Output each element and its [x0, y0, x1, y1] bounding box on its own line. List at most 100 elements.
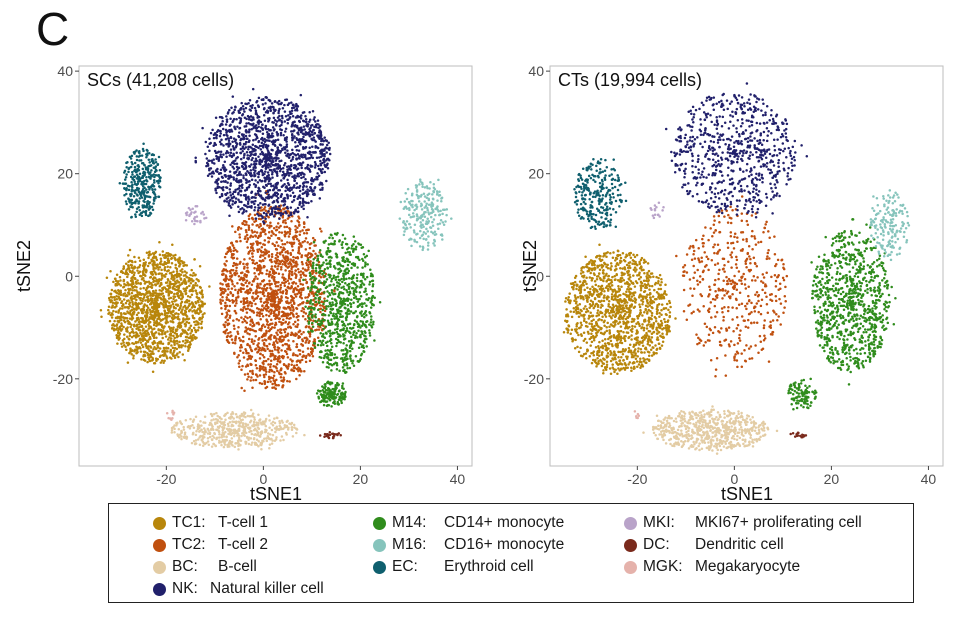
cell-point — [314, 150, 317, 154]
cell-point — [274, 365, 277, 369]
cell-point — [284, 364, 288, 368]
cell-point — [299, 276, 303, 279]
cell-point — [290, 109, 294, 113]
cell-point — [257, 139, 261, 143]
cell-point — [256, 209, 260, 212]
cell-point — [262, 307, 266, 310]
cell-point — [237, 325, 240, 329]
cell-point — [152, 279, 156, 282]
cell-point — [118, 315, 122, 319]
cell-point — [187, 279, 190, 283]
cell-point — [316, 146, 320, 150]
cell-point — [258, 312, 262, 315]
cell-point — [293, 120, 296, 124]
cell-point — [308, 152, 311, 155]
cell-point — [161, 254, 165, 257]
cell-point — [281, 254, 285, 257]
cell-point — [307, 292, 311, 296]
cell-point — [263, 248, 267, 251]
cell-point — [276, 207, 280, 210]
cell-point — [187, 317, 191, 320]
cell-point — [316, 164, 320, 168]
cell-point — [232, 152, 235, 156]
cell-point — [269, 182, 272, 186]
cell-point — [269, 221, 272, 224]
cell-point — [147, 345, 150, 348]
cell-point — [234, 105, 237, 108]
cell-point — [269, 302, 273, 306]
cell-point — [298, 157, 301, 160]
cell-point — [167, 325, 171, 329]
cell-point — [111, 304, 114, 307]
cell-point — [126, 273, 130, 276]
cell-point — [289, 262, 292, 266]
cell-point — [235, 257, 239, 260]
cell-point — [114, 282, 117, 286]
cell-point — [251, 200, 255, 204]
cell-point — [245, 321, 249, 325]
cell-point — [278, 360, 282, 363]
cell-point — [119, 279, 122, 282]
cell-point — [248, 213, 252, 216]
cell-point — [296, 285, 300, 288]
cell-point — [234, 230, 237, 234]
cell-point — [270, 234, 273, 238]
cell-point — [126, 330, 129, 333]
cell-point — [150, 258, 153, 261]
cell-point — [293, 364, 296, 367]
cell-point — [258, 328, 261, 331]
cell-point — [354, 355, 358, 358]
cell-point — [276, 200, 280, 204]
cell-point — [227, 249, 231, 252]
cell-point — [276, 146, 280, 149]
cell-point — [250, 163, 253, 166]
cell-point — [225, 149, 229, 153]
cell-point — [292, 287, 296, 291]
cell-point — [249, 323, 252, 326]
cell-point — [247, 375, 250, 378]
cell-point — [283, 242, 287, 246]
cell-point — [293, 179, 297, 182]
cell-point — [306, 215, 309, 219]
cell-point — [122, 266, 126, 270]
cell-point — [254, 217, 258, 220]
cell-point — [268, 129, 272, 132]
cell-point — [123, 333, 126, 336]
cell-point — [263, 206, 267, 209]
cell-point — [270, 292, 273, 296]
cell-point — [229, 330, 232, 334]
cell-point — [282, 376, 285, 379]
cell-point — [150, 330, 153, 334]
cell-point — [156, 357, 160, 361]
cell-point — [290, 267, 293, 271]
cell-point — [289, 251, 292, 255]
cell-point — [278, 237, 281, 241]
cell-point — [241, 165, 244, 168]
cell-point — [268, 368, 272, 372]
cell-point — [108, 311, 111, 314]
cell-point — [291, 200, 294, 204]
cell-point — [272, 312, 276, 315]
cell-point — [194, 273, 197, 276]
cell-point — [168, 301, 171, 305]
cell-point — [279, 133, 283, 137]
cell-point — [172, 326, 175, 329]
cell-point — [258, 346, 262, 350]
cell-point — [192, 271, 195, 275]
cell-point — [298, 115, 302, 119]
cell-point — [245, 240, 249, 244]
cell-point — [220, 180, 223, 183]
cell-point — [299, 370, 303, 373]
cell-point — [317, 167, 321, 171]
cell-point — [126, 281, 129, 284]
cell-point — [221, 295, 224, 299]
cell-point — [251, 295, 254, 299]
cell-point — [297, 162, 300, 166]
cell-point — [276, 174, 279, 178]
cell-point — [127, 289, 131, 292]
cell-point — [280, 367, 283, 370]
cell-point — [287, 275, 291, 279]
cell-point — [259, 222, 262, 226]
cell-point — [314, 244, 317, 247]
cell-point — [214, 116, 218, 119]
